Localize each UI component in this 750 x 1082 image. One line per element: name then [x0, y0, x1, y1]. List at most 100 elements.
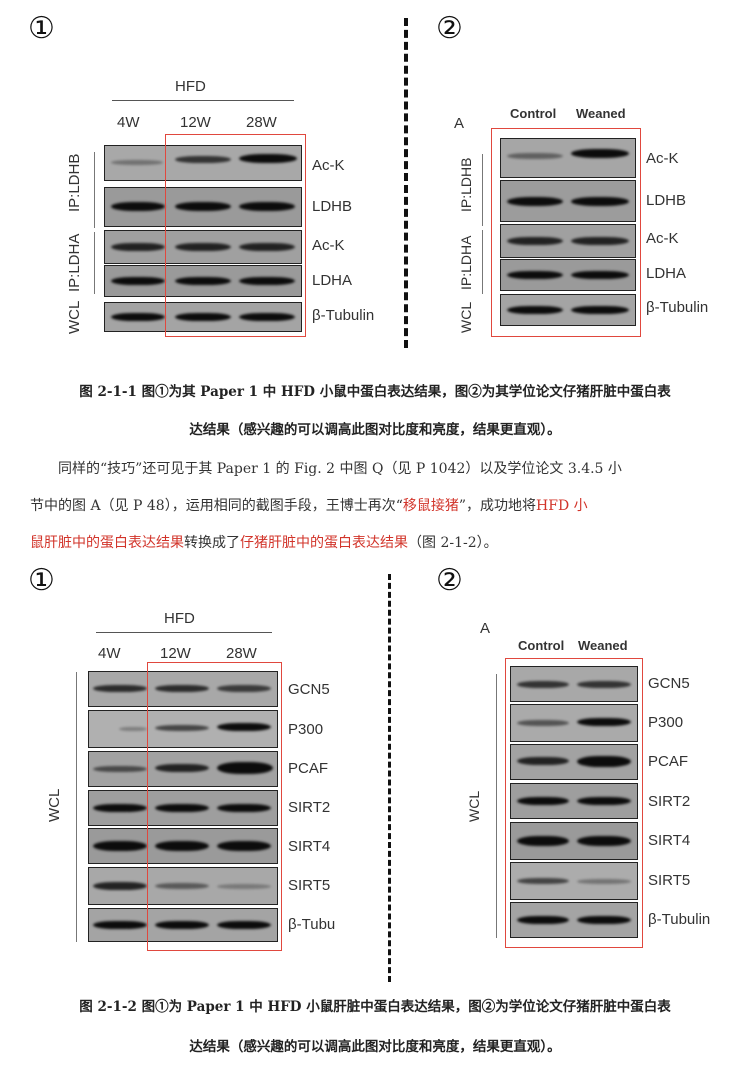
blot-band: [239, 277, 295, 285]
blot-panel: [500, 224, 636, 258]
blot-band: [93, 841, 147, 851]
lane-label: 28W: [226, 645, 257, 662]
row-label: PCAF: [648, 753, 689, 770]
fig1-caption-line2: 达结果（感兴趣的可以调高此图对比度和亮度，结果更直观）。: [189, 422, 561, 438]
paragraph-line3: 鼠肝脏中的蛋白表达结果转换成了仔猪肝脏中的蛋白表达结果（图 2-1-2）。: [30, 528, 720, 558]
blot-band: [155, 883, 209, 889]
text-run: 节中的图 A（见 P 48），运用相同的截图手段，王博士再次“: [30, 498, 403, 514]
blot-band: [517, 681, 569, 688]
blot-panel: [88, 710, 278, 748]
blot-band: [155, 921, 209, 929]
blot-band: [571, 306, 629, 314]
blot-band: [577, 756, 631, 767]
text-run-red: 仔猪肝脏中的蛋白表达结果: [240, 535, 408, 551]
blot-band: [507, 271, 563, 279]
blot-panel: [500, 294, 636, 326]
blot-band: [175, 202, 231, 211]
row-label: LDHA: [646, 265, 687, 282]
blot-panel: [510, 902, 638, 938]
blot-band: [217, 685, 271, 692]
side-label-wcl: WCL: [66, 300, 83, 334]
blot-band: [507, 237, 563, 245]
group-line: [112, 100, 294, 101]
side-label-wcl: WCL: [458, 301, 474, 333]
side-label-wcl: WCL: [46, 788, 63, 822]
text-run-red: HFD 小: [536, 498, 588, 514]
row-label: Ac-K: [646, 230, 679, 247]
panel-letter: A: [480, 620, 491, 637]
blot-band: [217, 723, 271, 731]
row-label: GCN5: [288, 681, 330, 698]
blot-band: [577, 681, 631, 688]
blot-band: [517, 797, 569, 805]
text-run-red: 移鼠接猪: [402, 498, 459, 514]
row-label: β-Tubu: [288, 916, 336, 933]
side-label-ip-ldhb: IP:LDHB: [458, 157, 474, 212]
blot-panel: [510, 822, 638, 860]
blot-band: [577, 797, 631, 805]
highlight-box: [165, 134, 306, 337]
blot-panel: [88, 790, 278, 826]
blot-band: [111, 160, 163, 165]
blot-band: [93, 921, 147, 929]
side-label-ip-ldhb: IP:LDHB: [66, 153, 83, 212]
fig1-caption-line1: 图 2-1-1 图①为其 Paper 1 中 HFD 小鼠中蛋白表达结果，图②为…: [79, 384, 671, 400]
blot-panel: [104, 187, 302, 227]
blot-band: [217, 762, 273, 774]
blot-panel: [88, 828, 278, 864]
blot-band: [217, 884, 271, 889]
blot-band: [517, 916, 569, 924]
row-label: GCN5: [648, 675, 690, 692]
blot-band: [571, 149, 629, 158]
blot-band: [577, 879, 631, 884]
lane-label: 12W: [160, 645, 191, 662]
blot-band: [93, 766, 147, 772]
blot-panel: [510, 704, 638, 742]
fig1-left-marker: ①: [28, 11, 55, 46]
group-line: [96, 632, 272, 633]
fig2-left-marker: ①: [28, 563, 55, 598]
fig1-divider: [404, 18, 408, 348]
blot-panel: [104, 302, 302, 332]
side-label-ip-ldha: IP:LDHA: [458, 235, 474, 290]
blot-band: [93, 882, 147, 890]
blot-panel: [500, 259, 636, 291]
fig2-divider: [388, 574, 391, 982]
row-label: P300: [288, 721, 324, 738]
blot-band: [175, 277, 231, 285]
fig2-right-marker: ②: [436, 563, 463, 598]
blot-panel: [510, 783, 638, 819]
blot-panel: [104, 230, 302, 264]
fig2-caption-line1: 图 2-1-2 图①为 Paper 1 中 HFD 小鼠肝脏中蛋白表达结果，图②…: [79, 999, 671, 1015]
blot-panel: [88, 908, 278, 942]
blot-band: [111, 243, 165, 251]
blot-band: [93, 804, 147, 812]
blot-band: [507, 153, 563, 159]
blot-band: [175, 156, 231, 163]
blot-band: [517, 720, 569, 726]
row-label: LDHA: [312, 272, 353, 289]
blot-band: [155, 764, 209, 772]
blot-band: [571, 237, 629, 245]
text-run: （图 2-1-2）。: [408, 535, 498, 551]
blot-band: [239, 154, 297, 163]
blot-band: [119, 727, 147, 731]
row-label: Ac-K: [312, 237, 345, 254]
lane-label: 4W: [98, 645, 121, 662]
row-label: SIRT5: [288, 877, 331, 894]
blot-band: [155, 685, 209, 692]
panel-letter: A: [454, 115, 465, 132]
blot-panel: [104, 145, 302, 181]
text-run-red: 鼠肝脏中的蛋白表达结果: [30, 535, 184, 551]
blot-band: [111, 313, 165, 321]
lane-label: Weaned: [578, 638, 628, 653]
row-label: PCAF: [288, 760, 329, 777]
row-label: SIRT5: [648, 872, 691, 889]
blot-band: [217, 841, 271, 851]
blot-panel: [88, 867, 278, 905]
blot-band: [217, 921, 271, 929]
lane-label: Control: [510, 106, 557, 121]
fig1-right-marker: ②: [436, 11, 463, 46]
group-label: HFD: [164, 610, 195, 627]
bracket-line: [76, 672, 77, 942]
